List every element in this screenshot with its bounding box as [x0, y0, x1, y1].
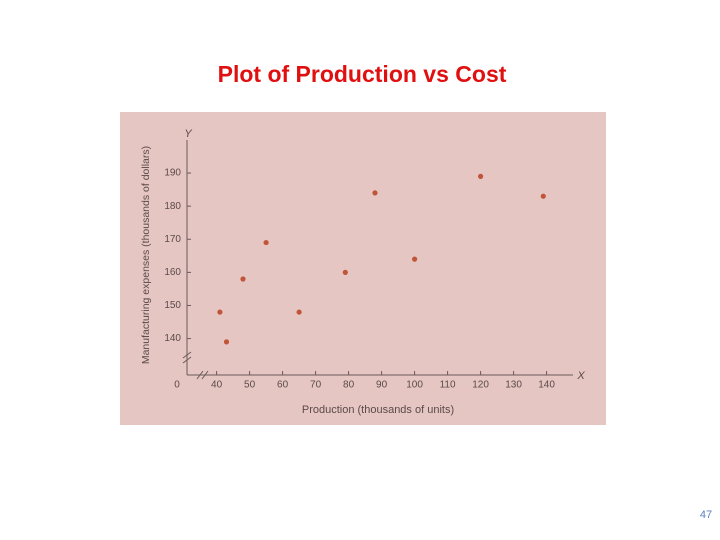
y-tick-label: 190	[164, 168, 181, 179]
data-point	[478, 173, 484, 179]
data-point	[240, 276, 246, 282]
data-point	[412, 256, 418, 262]
data-point	[372, 190, 378, 196]
y-axis-label: Manufacturing expenses (thousands of dol…	[140, 146, 152, 364]
x-tick-label: 90	[376, 380, 388, 391]
x-tick-label: 140	[538, 380, 555, 391]
data-point	[342, 269, 348, 275]
x-tick-label: 70	[310, 380, 322, 391]
y-tick-label: 160	[164, 267, 181, 278]
x-axis-letter: X	[576, 370, 585, 382]
x-tick-label: 40	[211, 380, 223, 391]
x-tick-label: 60	[277, 380, 289, 391]
y-tick-label: 140	[164, 333, 181, 344]
x-tick-label: 80	[343, 380, 355, 391]
page-number: 47	[700, 509, 712, 521]
y-tick-label: 150	[164, 300, 181, 311]
y-axis-letter: Y	[184, 128, 192, 140]
origin-label: 0	[174, 380, 180, 391]
data-point	[217, 309, 223, 315]
data-point	[296, 309, 302, 315]
data-point	[223, 339, 230, 345]
x-tick-label: 120	[472, 380, 489, 391]
data-point	[263, 239, 269, 246]
data-point	[540, 193, 546, 199]
x-tick-label: 130	[505, 380, 522, 391]
x-tick-label: 50	[244, 380, 256, 391]
y-tick-label: 170	[164, 234, 181, 245]
x-tick-label: 110	[440, 380, 456, 391]
y-tick-label: 180	[164, 201, 181, 212]
plot-panel	[120, 112, 606, 425]
x-axis-label: Production (thousands of units)	[302, 404, 454, 416]
x-tick-label: 100	[406, 380, 423, 391]
slide-title: Plot of Production vs Cost	[218, 61, 507, 87]
axis-breaks	[182, 351, 209, 380]
